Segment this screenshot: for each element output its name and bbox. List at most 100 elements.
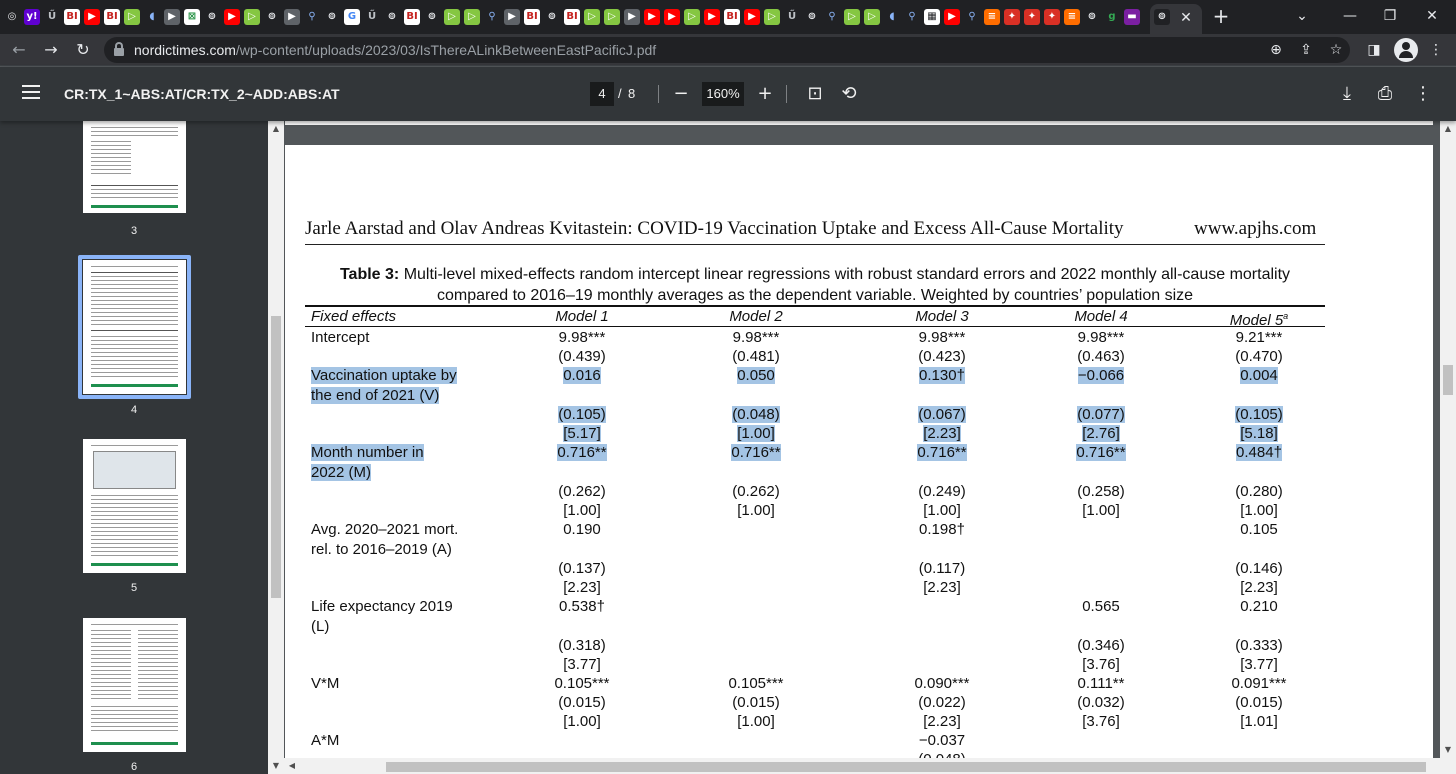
tracker-icon[interactable]: ⊚ [384, 9, 400, 25]
tracker-icon[interactable]: ⊚ [424, 9, 440, 25]
document-vertical-scrollbar[interactable] [1440, 121, 1456, 774]
rumble-icon[interactable]: ▷ [604, 9, 620, 25]
rumble-icon[interactable]: ▷ [464, 9, 480, 25]
rumble-icon[interactable]: ▷ [864, 9, 880, 25]
forward-icon[interactable]: → [44, 40, 58, 59]
youtube-icon[interactable]: ▶ [944, 9, 960, 25]
yahoo-icon[interactable]: y! [24, 9, 40, 25]
maple-icon[interactable]: ✦ [1024, 9, 1040, 25]
thumbnail-page-4[interactable] [83, 260, 186, 394]
youtube-icon[interactable]: ▶ [744, 9, 760, 25]
restore-icon[interactable]: ❐ [1383, 8, 1397, 24]
scroll-down-arrow-icon[interactable]: ▼ [272, 761, 280, 770]
row-label: V*M [311, 675, 340, 692]
page-number-input[interactable]: 4 [590, 82, 614, 106]
youtube-icon[interactable]: ▶ [224, 9, 240, 25]
search-icon[interactable]: ⚲ [304, 9, 320, 25]
maple-icon[interactable]: ✦ [1004, 9, 1020, 25]
sidebar-scrollbar-thumb[interactable] [271, 316, 281, 598]
rumble-icon[interactable]: ▷ [124, 9, 140, 25]
bi-icon[interactable]: BI [64, 9, 80, 25]
close-window-icon[interactable]: ✕ [1426, 8, 1438, 24]
scroll-down-arrow-icon[interactable]: ▼ [1444, 745, 1452, 754]
back-icon[interactable]: ← [12, 40, 26, 59]
page-icon[interactable]: ▶ [284, 9, 300, 25]
tracker-icon[interactable]: ⊚ [544, 9, 560, 25]
thumbnail-page-3[interactable] [83, 121, 186, 213]
zoom-icon[interactable]: ⊕ [1270, 42, 1282, 58]
zoom-in-icon[interactable]: + [757, 83, 773, 104]
page-icon[interactable]: ▶ [504, 9, 520, 25]
close-tab-icon[interactable]: ✕ [1180, 10, 1192, 26]
search-icon[interactable]: ⚲ [964, 9, 980, 25]
rotate-icon[interactable]: ⟲ [841, 83, 857, 104]
bookmark-icon[interactable]: ≡ [984, 9, 1000, 25]
address-bar[interactable]: nordictimes.com/wp-content/uploads/2023/… [104, 37, 1350, 63]
youtube-icon[interactable]: ▶ [664, 9, 680, 25]
site-icon[interactable]: Ű [364, 9, 380, 25]
rumble-icon[interactable]: ▷ [584, 9, 600, 25]
search-icon[interactable]: ⚲ [824, 9, 840, 25]
rumble-icon[interactable]: ▷ [764, 9, 780, 25]
tracker-icon[interactable]: ⊚ [324, 9, 340, 25]
zoom-out-icon[interactable]: − [673, 83, 689, 104]
shield-icon[interactable]: ◖ [144, 9, 160, 25]
search-icon[interactable]: ⚲ [904, 9, 920, 25]
bi-icon[interactable]: BI [104, 9, 120, 25]
rumble-icon[interactable]: ▷ [444, 9, 460, 25]
purple-icon[interactable]: ▬ [1124, 9, 1140, 25]
zoom-level-input[interactable]: 160% [702, 82, 744, 106]
scroll-left-arrow-icon[interactable]: ◀ [288, 761, 296, 770]
chrome-icon[interactable]: ◎ [4, 9, 20, 25]
tracker-icon[interactable]: ⊚ [804, 9, 820, 25]
scroll-up-arrow-icon[interactable]: ▲ [272, 124, 280, 133]
side-panel-icon[interactable]: ◨ [1367, 42, 1381, 58]
browser-menu-icon[interactable]: ⋮ [1429, 42, 1443, 58]
youtube-icon[interactable]: ▶ [704, 9, 720, 25]
reload-icon[interactable]: ↻ [76, 40, 90, 59]
bi-icon[interactable]: BI [404, 9, 420, 25]
rumble-icon[interactable]: ▷ [844, 9, 860, 25]
share-icon[interactable]: ⇪ [1300, 42, 1312, 58]
bookmark-star-icon[interactable]: ☆ [1329, 42, 1343, 58]
news-icon[interactable]: ▦ [924, 9, 940, 25]
profile-avatar[interactable] [1394, 38, 1418, 62]
rumble-icon[interactable]: ▷ [244, 9, 260, 25]
youtube-icon[interactable]: ▶ [84, 9, 100, 25]
url-text[interactable]: nordictimes.com/wp-content/uploads/2023/… [134, 42, 657, 58]
bi-icon[interactable]: BI [564, 9, 580, 25]
shield-icon[interactable]: ◖ [884, 9, 900, 25]
thumbnail-page-6[interactable] [83, 618, 186, 752]
google-icon[interactable]: G [344, 9, 360, 25]
site-icon[interactable]: Ű [784, 9, 800, 25]
site-icon[interactable]: Ű [44, 9, 60, 25]
search-icon[interactable]: ⚲ [484, 9, 500, 25]
horizontal-scrollbar-thumb[interactable] [386, 762, 1426, 772]
tracker-icon[interactable]: ⊚ [204, 9, 220, 25]
tab-search-icon[interactable]: ⌄ [1296, 8, 1308, 24]
active-tab[interactable]: ⊚ ✕ [1150, 4, 1202, 34]
new-tab-button[interactable]: + [1212, 4, 1230, 28]
tracker-icon[interactable]: ⊚ [264, 9, 280, 25]
map-icon[interactable]: ⊠ [184, 9, 200, 25]
youtube-icon[interactable]: ▶ [644, 9, 660, 25]
tracker-icon[interactable]: ⊚ [1084, 9, 1100, 25]
lock-icon[interactable] [114, 42, 124, 56]
download-icon[interactable]: ⤓ [1343, 83, 1351, 104]
bi-icon[interactable]: BI [724, 9, 740, 25]
g-icon[interactable]: g [1104, 9, 1120, 25]
rumble-icon[interactable]: ▷ [684, 9, 700, 25]
bi-icon[interactable]: BI [524, 9, 540, 25]
print-icon[interactable]: ⎙ [1377, 83, 1393, 104]
menu-icon[interactable] [22, 85, 40, 99]
minimize-icon[interactable]: — [1343, 8, 1357, 24]
bookmark-icon[interactable]: ≡ [1064, 9, 1080, 25]
maple-icon[interactable]: ✦ [1044, 9, 1060, 25]
page-icon[interactable]: ▶ [624, 9, 640, 25]
scroll-up-arrow-icon[interactable]: ▲ [1444, 124, 1452, 133]
thumbnail-page-5[interactable] [83, 439, 186, 573]
page-icon[interactable]: ▶ [164, 9, 180, 25]
document-scrollbar-thumb[interactable] [1443, 365, 1453, 395]
fit-page-icon[interactable]: ⊡ [807, 83, 823, 104]
more-actions-icon[interactable]: ⋮ [1414, 83, 1432, 104]
